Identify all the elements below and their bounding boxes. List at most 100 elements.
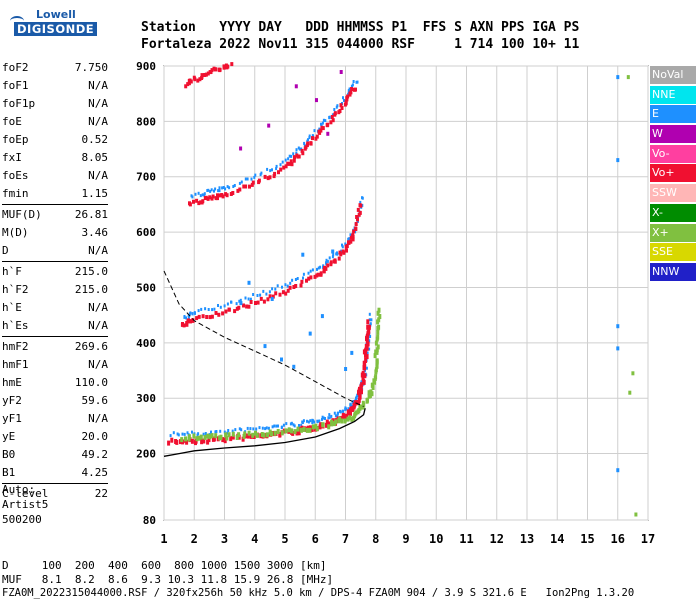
echo-sidebar-16 [616,158,620,163]
echo-overlay [368,339,371,343]
echo-top-band [214,67,218,72]
echo-second-hop [356,217,359,222]
echo-X-trace [327,424,331,430]
param-name: foF1p [2,97,36,110]
echo-overlay [226,185,229,189]
echo-overlay [336,414,339,418]
echo-third-hop [354,87,357,92]
echo-overlay [296,277,299,280]
param-row: fxI 8.05 [2,149,108,167]
echo-O-trace [357,397,361,403]
echo-sidebar-16.5 [634,512,638,517]
legend-item-w: W [650,125,696,144]
echo-X-trace [358,404,362,410]
echo-overlay [265,426,268,430]
echo-overlay [284,158,287,162]
echo-X-trace [206,433,210,439]
echo-X-trace [350,416,354,422]
echo-overlay [295,151,298,155]
echo-third-hop [306,141,310,146]
echo-overlay [341,245,344,249]
echo-top-band [189,79,193,84]
echo-O-trace [241,436,245,442]
echo-second-hop [278,292,282,297]
echo-third-hop [330,115,334,119]
echo-X-trace [377,317,381,323]
param-row: hmE 110.0 [2,374,108,392]
echo-overlay [336,412,339,416]
param-name: B1 [2,466,16,479]
param-name: M(D) [2,226,29,239]
x-tick-label: 1 [160,532,167,546]
echo-second-hop [242,303,245,308]
echo-third-hop [329,120,333,125]
echo-overlay [287,157,290,161]
echo-O-trace [212,436,216,442]
echo-O-trace [363,348,367,354]
echo-third-hop [201,199,205,204]
echo-overlay [369,335,372,338]
echo-X-trace [321,422,325,428]
legend-item-sse: SSE [650,243,696,262]
echo-X-trace [225,435,229,441]
param-separator [2,261,108,262]
echo-third-hop [221,194,225,199]
param-separator [2,336,108,337]
echo-third-hop [277,170,280,175]
echo-third-hop [236,188,240,193]
param-separator [2,204,108,205]
echo-X-trace [373,353,377,359]
echo-third-hop [317,129,321,134]
echo-overlay [253,175,256,179]
echo-second-hop [201,314,205,319]
echo-second-hop [326,263,330,268]
echo-third-hop [309,141,313,146]
echo-second-hop [210,314,214,319]
param-row: D N/A [2,242,108,260]
echo-overlay [191,430,193,434]
param-row: fmin 1.15 [2,185,108,203]
echo-overlay [226,431,229,435]
echo-sidebar-16.5 [628,390,632,395]
param-name: yE [2,430,16,443]
param-value: 59.6 [81,394,109,407]
param-value: N/A [88,319,108,332]
echo-O-trace [361,375,365,381]
echo-second-hop [182,323,186,328]
echo-X-trace [187,434,191,440]
echo-X-trace [192,433,196,439]
legend-item-nne: NNE [650,85,696,104]
echo-second-hop [224,309,228,314]
echo-overlay [221,186,224,190]
echo-overlay [247,297,250,301]
echo-third-hop [289,159,293,164]
echo-X-trace [378,314,382,319]
param-value: 7.750 [74,61,108,74]
echo-overlay [203,192,206,196]
echo-overlay [347,92,350,96]
x-tick-label: 16 [611,532,625,546]
param-value: 269.6 [74,340,108,353]
echo-overlay [302,276,304,280]
echo-third-hop [339,103,343,108]
echo-overlay [187,315,190,319]
echo-second-hop [186,318,190,323]
echo-overlay [331,113,334,117]
param-value: N/A [88,244,108,257]
echo-third-hop [346,94,350,99]
param-value: N/A [88,301,108,314]
echo-sidebar-16.5 [626,75,630,80]
echo-X-trace [377,307,381,313]
echo-X-trace [247,430,251,436]
file-info-row: FZA0M_2022315044000.RSF / 320fx256h 50 k… [2,587,635,599]
echo-top-band [196,78,200,83]
y-tick-label: 600 [136,226,156,239]
echo-overlay [271,168,273,172]
echo-O-trace [364,352,367,358]
echo-third-hop [321,126,325,131]
echo-overlay [336,104,339,108]
echo-third-hop [304,145,308,150]
echo-X-trace [266,432,269,438]
echo-overlay [327,416,330,420]
echo-sidebar-16 [616,468,620,473]
